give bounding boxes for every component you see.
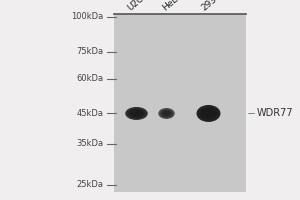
Ellipse shape — [128, 109, 145, 118]
Ellipse shape — [160, 109, 173, 118]
Ellipse shape — [202, 109, 215, 118]
Text: 35kDa: 35kDa — [76, 139, 103, 148]
Text: U2OS: U2OS — [126, 0, 151, 13]
Ellipse shape — [162, 110, 171, 116]
Ellipse shape — [158, 108, 175, 119]
FancyBboxPatch shape — [114, 14, 246, 192]
Ellipse shape — [164, 112, 169, 115]
Text: HeLa: HeLa — [161, 0, 184, 13]
Text: 100kDa: 100kDa — [71, 12, 104, 21]
Ellipse shape — [196, 105, 220, 122]
Text: 45kDa: 45kDa — [76, 109, 103, 118]
Text: 293T: 293T — [200, 0, 223, 13]
Text: WDR77: WDR77 — [256, 108, 293, 118]
Ellipse shape — [200, 107, 217, 120]
Text: 25kDa: 25kDa — [76, 180, 103, 189]
Text: 75kDa: 75kDa — [76, 47, 103, 56]
Ellipse shape — [133, 111, 140, 116]
Text: 60kDa: 60kDa — [76, 74, 103, 83]
Ellipse shape — [125, 107, 148, 120]
Ellipse shape — [204, 110, 213, 116]
Ellipse shape — [130, 110, 143, 117]
